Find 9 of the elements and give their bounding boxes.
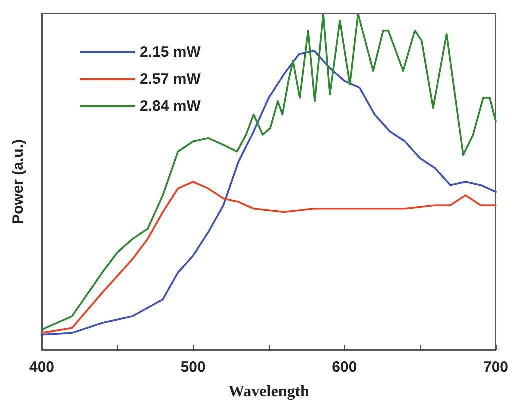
x-tick-label: 500: [180, 359, 206, 376]
legend-label: 2.84 mW: [140, 98, 202, 115]
legend-label: 2.15 mW: [140, 44, 202, 61]
legend-label: 2.57 mW: [140, 71, 202, 88]
y-axis-title: Power (a.u.): [10, 139, 27, 225]
x-tick-label: 400: [29, 359, 55, 376]
x-tick-label: 700: [483, 359, 509, 376]
x-axis-title: Wavelength: [228, 384, 310, 400]
x-tick-label: 600: [332, 359, 358, 376]
